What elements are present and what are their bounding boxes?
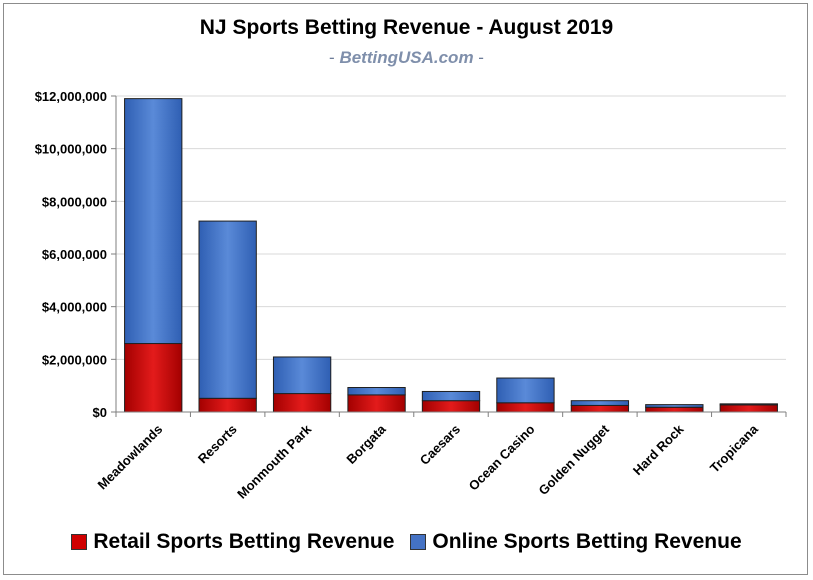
x-tick-label: Tropicana (707, 421, 762, 476)
legend-label-online: Online Sports Betting Revenue (432, 530, 742, 553)
bar-online (645, 404, 704, 408)
y-tick-label: $4,000,000 (42, 300, 107, 315)
legend-swatch-retail (71, 534, 88, 550)
x-tick-label: Borgata (343, 421, 389, 467)
x-tick-label: Ocean Casino (466, 421, 538, 493)
x-tick-label: Resorts (195, 422, 240, 467)
bar-chart: $0 $2,000,000 $4,000,000 $6,000,000 $8,000,0… (35, 89, 787, 502)
legend-item-retail: Retail Sports Betting Revenue (71, 530, 394, 554)
x-tick-label: Hard Rock (630, 421, 687, 478)
bar-retail (496, 402, 555, 413)
subtitle-prefix: - (329, 48, 340, 67)
x-tick-label: Monmouth Park (234, 421, 315, 502)
x-tick-label: Caesars (417, 422, 463, 468)
legend: Retail Sports Betting Revenue Online Spo… (0, 530, 813, 554)
bar-online (421, 390, 481, 402)
x-tick-label: Golden Nugget (536, 421, 613, 498)
subtitle-site: BettingUSA.com (339, 48, 474, 67)
x-tick-label: Meadowlands (94, 422, 165, 493)
y-tick-label: $6,000,000 (42, 247, 107, 262)
bar-online (272, 356, 332, 395)
bar-online (719, 403, 778, 406)
legend-swatch-online (410, 534, 427, 550)
bar-retail (645, 406, 704, 413)
y-axis: $0 $2,000,000 $4,000,000 $6,000,000 $8,000,0… (35, 89, 117, 420)
y-tick-label: $8,000,000 (42, 194, 107, 209)
bars (124, 98, 778, 413)
bar-retail (272, 393, 332, 413)
bar-online (198, 220, 257, 399)
legend-item-online: Online Sports Betting Revenue (410, 530, 742, 554)
bar-retail (347, 394, 406, 413)
bar-online (347, 387, 406, 396)
legend-label-retail: Retail Sports Betting Revenue (93, 530, 395, 553)
y-tick-label: $12,000,000 (35, 89, 107, 104)
subtitle-suffix: - (473, 48, 484, 67)
y-tick-label: $10,000,000 (35, 142, 107, 157)
y-tick-label: $0 (93, 405, 107, 420)
chart-subtitle: - BettingUSA.com - (0, 48, 813, 68)
bar-online (496, 377, 555, 404)
bar-retail (719, 404, 778, 413)
chart-title: NJ Sports Betting Revenue - August 2019 (199, 16, 614, 39)
bar-retail (421, 400, 481, 413)
y-tick-label: $2,000,000 (42, 352, 107, 367)
bar-online (570, 400, 630, 406)
bar-online (124, 98, 183, 345)
bar-retail (124, 343, 183, 413)
bar-retail (198, 397, 257, 413)
bar-retail (570, 404, 630, 413)
